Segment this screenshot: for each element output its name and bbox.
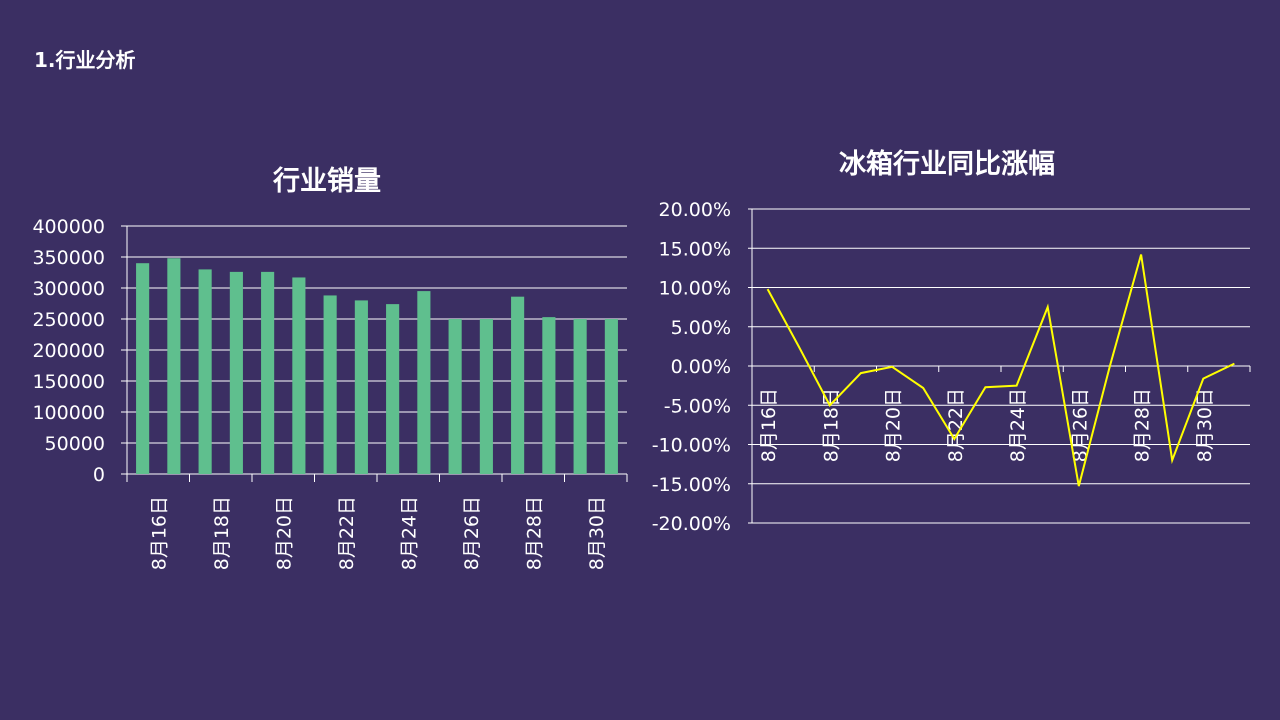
yoy-line-chart-svg: 冰箱行业同比涨幅 -20.00% -15.00% -10.00% -5.00% 0.00%… <box>652 148 1251 535</box>
y-tick-label: 5.00% <box>671 317 731 339</box>
y-tick-label: 250000 <box>32 309 105 331</box>
x-tick-label: 8月22日 <box>945 388 967 462</box>
bar <box>511 296 525 474</box>
bar <box>573 319 587 474</box>
bar <box>479 319 493 474</box>
bar <box>136 263 150 474</box>
y-tick-label: 0.00% <box>671 356 731 378</box>
x-tick-label: 8月16日 <box>148 496 170 570</box>
sales-bar-chart: 行业销量 0 50000 100000 150000 200000 250000 300000… <box>0 150 640 610</box>
y-tick-label: 300000 <box>32 278 105 300</box>
y-tick-label: 10.00% <box>659 278 731 300</box>
y-tick-label: 0 <box>93 464 105 486</box>
y-tick-label: 350000 <box>32 247 105 269</box>
y-tick-label: 50000 <box>45 433 105 455</box>
y-tick-label: -5.00% <box>664 395 731 417</box>
x-tick-label: 8月28日 <box>523 496 545 570</box>
x-tick-label: 8月22日 <box>336 496 358 570</box>
y-tick-label: 400000 <box>32 216 105 238</box>
bar <box>229 271 243 474</box>
bar <box>167 258 181 474</box>
y-tick-label: -20.00% <box>652 513 731 535</box>
x-tick-label: 8月16日 <box>758 388 780 462</box>
bar <box>542 317 556 474</box>
x-tick-label: 8月20日 <box>883 388 905 462</box>
y-tick-label: 100000 <box>32 402 105 424</box>
x-tick-label: 8月26日 <box>461 496 483 570</box>
x-tick-label: 8月20日 <box>273 496 295 570</box>
bar <box>261 271 275 474</box>
y-tick-label: -15.00% <box>652 474 731 496</box>
bar <box>604 319 618 474</box>
bar <box>323 295 337 474</box>
yoy-line-chart: 冰箱行业同比涨幅 -20.00% -15.00% -10.00% -5.00% 0.00%… <box>640 140 1280 560</box>
x-tick-label: 8月18日 <box>211 496 233 570</box>
y-tick-label: 15.00% <box>659 238 731 260</box>
chart-title: 冰箱行业同比涨幅 <box>839 148 1055 180</box>
x-tick-label: 8月24日 <box>398 496 420 570</box>
bar <box>448 319 462 474</box>
bar <box>198 269 212 474</box>
bar <box>354 300 368 474</box>
x-tick-label: 8月30日 <box>1194 388 1216 462</box>
x-tick-label: 8月18日 <box>820 388 842 462</box>
x-tick-label: 8月30日 <box>586 496 608 570</box>
bar <box>386 304 400 474</box>
series-line <box>766 254 1235 487</box>
y-tick-label: -10.00% <box>652 435 731 457</box>
chart-title: 行业销量 <box>272 165 381 197</box>
x-tick-label: 8月26日 <box>1069 388 1091 462</box>
y-tick-label: 150000 <box>32 371 105 393</box>
y-tick-label: 200000 <box>32 340 105 362</box>
sales-bar-chart-svg: 行业销量 0 50000 100000 150000 200000 250000 300000… <box>32 165 628 570</box>
section-title: 1.行业分析 <box>34 48 136 72</box>
x-tick-label: 8月28日 <box>1132 388 1154 462</box>
bar <box>417 291 431 474</box>
bar <box>292 277 306 474</box>
x-tick-label: 8月24日 <box>1007 388 1029 462</box>
y-tick-label: 20.00% <box>659 199 731 221</box>
